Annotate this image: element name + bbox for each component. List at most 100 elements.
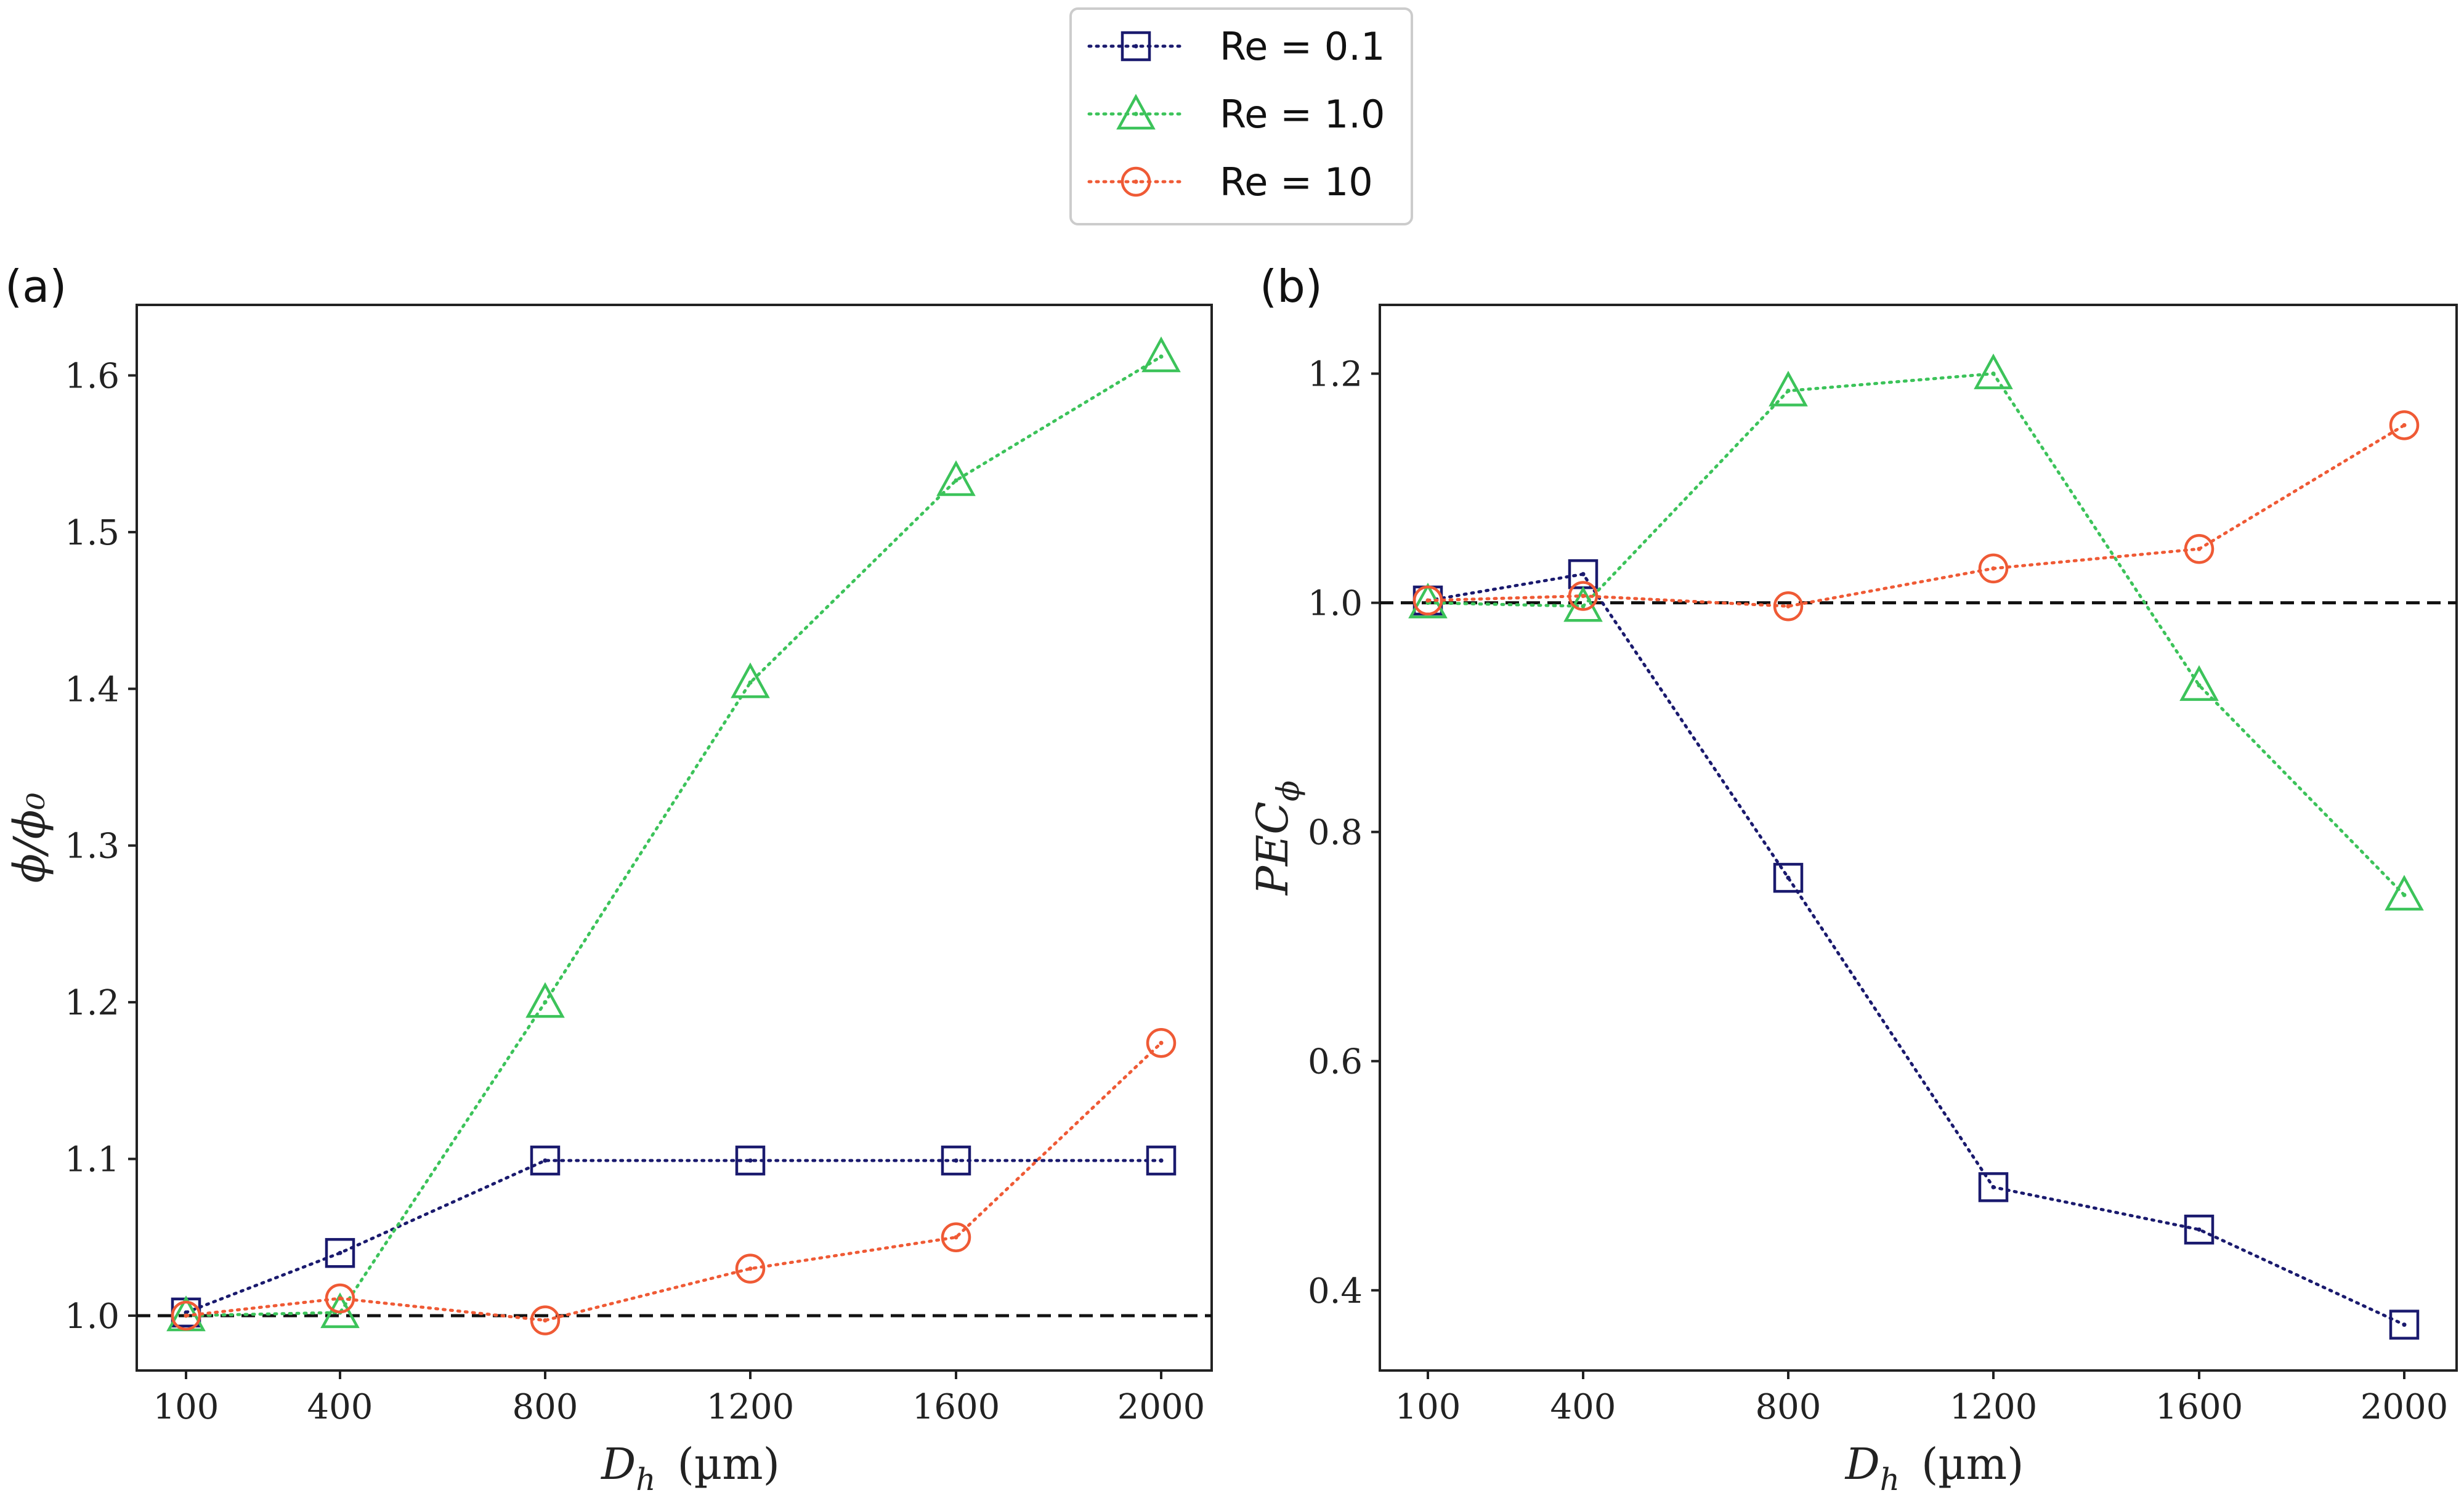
x-tick-label: 1600 xyxy=(2155,1387,2243,1427)
x-axis-unit: (µm) xyxy=(678,1439,780,1489)
legend-frame xyxy=(1069,7,1413,225)
x-tick-label: 100 xyxy=(153,1387,219,1427)
data-point-dot xyxy=(2402,1322,2407,1327)
data-point-dot xyxy=(338,1250,342,1255)
data-point xyxy=(1141,336,1181,373)
y-tick-label: 1.2 xyxy=(1308,355,1363,395)
data-point xyxy=(941,1145,971,1176)
x-tick-label: 2000 xyxy=(1117,1387,1206,1427)
legend-marker-dot xyxy=(1133,44,1138,49)
series-line xyxy=(1426,371,2406,897)
data-point-dot xyxy=(1786,389,1791,394)
x-tick-label: 400 xyxy=(307,1387,373,1427)
data-point-dot xyxy=(1159,354,1164,359)
data-point-dot xyxy=(748,1158,753,1163)
data-point xyxy=(1773,591,1804,621)
y-axis-label: ϕ/ϕ₀ xyxy=(4,792,55,883)
y-tick-label: 1.0 xyxy=(65,1297,120,1337)
data-point-dot xyxy=(954,1235,958,1240)
data-point xyxy=(2389,410,2420,440)
data-point-dot xyxy=(748,1266,753,1271)
data-point xyxy=(1978,1172,2009,1202)
data-point-dot xyxy=(184,1310,188,1315)
data-point-dot xyxy=(1786,604,1791,609)
data-point xyxy=(1146,1028,1177,1058)
legend-label: Re = 1.0 xyxy=(1220,92,1385,137)
x-tick-label: 1200 xyxy=(707,1387,795,1427)
data-point-dot xyxy=(1159,1040,1164,1045)
legend-marker xyxy=(1121,166,1151,197)
data-point xyxy=(1769,370,1808,407)
series-line xyxy=(184,355,1163,1318)
y-tick-label: 1.0 xyxy=(1308,584,1363,624)
data-point xyxy=(325,1237,355,1268)
data-point xyxy=(1978,553,2009,584)
data-point-dot xyxy=(1159,1158,1164,1163)
y-axis-label: PECϕ xyxy=(1247,780,1306,896)
x-tick-label: 1200 xyxy=(1950,1387,2038,1427)
plot-frame xyxy=(136,304,1213,1372)
data-point-dot xyxy=(954,478,958,483)
data-point xyxy=(2184,533,2215,564)
data-point-dot xyxy=(954,1158,958,1163)
data-point xyxy=(525,982,565,1018)
x-tick-label: 800 xyxy=(513,1387,578,1427)
panel-letter: (b) xyxy=(1260,261,1323,312)
panel-letter: (a) xyxy=(5,261,67,312)
x-axis-label: Dh xyxy=(1844,1439,1900,1497)
series-line xyxy=(184,1041,1163,1322)
series-line xyxy=(1426,423,2406,608)
data-point-dot xyxy=(543,1318,548,1323)
data-point xyxy=(171,1300,201,1331)
legend-label: Re = 10 xyxy=(1220,160,1373,204)
x-axis-label: Dh xyxy=(600,1439,655,1497)
data-point-dot xyxy=(2402,893,2407,897)
data-point xyxy=(1773,862,1804,893)
y-tick-label: 0.4 xyxy=(1308,1271,1363,1311)
data-point-dot xyxy=(543,1158,548,1163)
data-point xyxy=(2389,1310,2420,1340)
data-point-dot xyxy=(2197,546,2202,551)
panel-a: 1.0 1.1 1.2 1.3 1.4 1.5 1.6 100 400 800 1200 1600 20… xyxy=(4,261,1213,1497)
data-point xyxy=(2179,665,2219,701)
data-point-dot xyxy=(1581,572,1586,577)
data-point xyxy=(1568,581,1599,611)
series-line xyxy=(1426,572,2406,1327)
legend-marker xyxy=(1116,94,1156,130)
data-point xyxy=(936,460,976,496)
y-tick-label: 0.6 xyxy=(1308,1042,1363,1082)
x-tick-label: 1600 xyxy=(912,1387,1000,1427)
x-tick-label: 100 xyxy=(1395,1387,1461,1427)
data-point-dot xyxy=(1991,566,1996,571)
data-point xyxy=(735,1145,766,1176)
data-point xyxy=(1146,1145,1177,1176)
legend-marker-dot xyxy=(1133,111,1138,116)
data-point xyxy=(941,1222,971,1252)
data-point xyxy=(731,662,770,698)
data-point-dot xyxy=(2197,683,2202,688)
legend-marker-dot xyxy=(1133,179,1138,184)
legend-label: Re = 0.1 xyxy=(1220,24,1385,69)
data-point-dot xyxy=(2402,423,2407,427)
y-tick-label: 1.2 xyxy=(65,983,120,1023)
data-point-dot xyxy=(748,680,753,685)
data-point xyxy=(325,1283,355,1314)
panel-b: 0.4 0.6 0.8 1.0 1.2 100 400 800 1200 1600 2000 Dh (µ… xyxy=(1247,261,2458,1497)
x-tick-label: 400 xyxy=(1550,1387,1616,1427)
data-point xyxy=(1412,585,1443,616)
series-line xyxy=(184,1159,1163,1314)
data-point-dot xyxy=(338,1296,342,1301)
data-point-dot xyxy=(1581,604,1586,609)
y-tick-label: 0.8 xyxy=(1308,813,1363,853)
y-tick-label: 1.6 xyxy=(65,356,120,396)
legend: Re = 0.1 Re = 1.0 Re = 10 xyxy=(1069,7,1413,225)
data-point-dot xyxy=(1991,1184,1996,1189)
data-point-dot xyxy=(184,1313,188,1318)
data-point xyxy=(2184,1214,2215,1245)
data-point xyxy=(735,1253,766,1284)
data-point xyxy=(1974,353,2013,389)
y-tick-label: 1.3 xyxy=(65,827,120,867)
y-tick-label: 1.5 xyxy=(65,513,120,553)
data-point xyxy=(320,1292,360,1329)
data-point-dot xyxy=(1425,598,1430,603)
